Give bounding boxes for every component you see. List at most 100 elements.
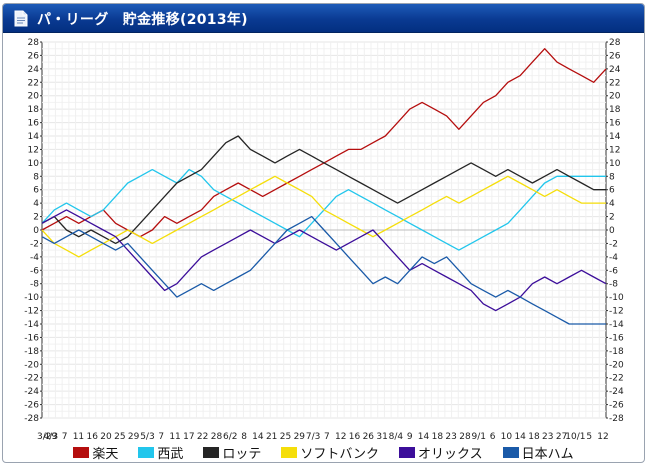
legend-label: 西武 (157, 446, 184, 462)
legend-label: ソフトバンク (300, 446, 380, 462)
y-tick-label-left: -10 (24, 293, 39, 303)
y-tick-label-left: 26 (28, 51, 40, 61)
y-tick-label-right: -20 (609, 360, 624, 370)
y-tick-label-right: -2 (609, 239, 618, 249)
x-tick-label: 10 (501, 432, 513, 442)
y-tick-label-right: 28 (609, 38, 621, 48)
y-tick-label-right: 10 (609, 159, 621, 169)
y-tick-label-left: 4 (33, 199, 39, 209)
y-tick-label-right: 12 (609, 145, 620, 155)
x-tick-label: 4/3 (44, 432, 58, 442)
x-tick-label: 18 (528, 432, 540, 442)
x-tick-label: 25 (114, 432, 125, 442)
y-tick-label-left: -18 (24, 347, 39, 357)
x-tick-label: 18 (432, 432, 444, 442)
x-tick-label: 12 (597, 432, 608, 442)
y-tick-label-right: -16 (609, 333, 624, 343)
x-tick-label: 14 (514, 432, 526, 442)
x-tick-label: 10/1 (565, 432, 585, 442)
y-tick-label-left: -28 (24, 414, 39, 424)
page-title: パ・リーグ 貯金推移(2013年) (37, 12, 248, 28)
x-tick-label: 21 (266, 432, 277, 442)
x-tick-label: 31 (376, 432, 387, 442)
x-tick-label: 28 (459, 432, 471, 442)
legend-swatch (399, 446, 416, 458)
legend-swatch (502, 446, 519, 458)
x-tick-label: 23 (542, 432, 553, 442)
y-tick-label-left: -12 (24, 307, 39, 317)
y-tick-label-left: -20 (24, 360, 39, 370)
y-tick-label-left: -4 (30, 253, 39, 263)
y-tick-label-right: -12 (609, 307, 624, 317)
x-tick-label: 7 (324, 432, 330, 442)
x-tick-label: 26 (363, 432, 375, 442)
y-tick-label-left: 8 (33, 172, 39, 182)
legend: 楽天 西武 ロッテ ソフトバンク オリックス 日本ハム (3, 443, 644, 462)
y-tick-label-left: 10 (28, 159, 40, 169)
legend-swatch (203, 446, 220, 458)
legend-item: 日本ハム (502, 443, 574, 462)
x-tick-label: 9/1 (472, 432, 486, 442)
y-tick-label-right: -14 (609, 320, 624, 330)
series-line-ロッテ (41, 135, 606, 245)
x-tick-label: 9 (407, 432, 413, 442)
y-tick-label-left: -24 (24, 387, 39, 397)
y-tick-label-right: -10 (609, 293, 624, 303)
y-tick-label-right: 18 (609, 105, 621, 115)
y-tick-label-right: 20 (609, 92, 621, 102)
y-tick-label-left: -8 (30, 280, 39, 290)
y-tick-label-left: 12 (28, 145, 39, 155)
y-tick-label-left: 0 (33, 226, 39, 236)
legend-swatch (73, 446, 90, 458)
x-tick-label: 11 (169, 432, 180, 442)
y-tick-label-left: -16 (24, 333, 39, 343)
x-tick-label: 6/2 (223, 432, 237, 442)
legend-item: 楽天 (73, 443, 118, 462)
x-tick-label: 22 (197, 432, 208, 442)
y-tick-label-left: -14 (24, 320, 39, 330)
y-tick-label-right: -26 (609, 401, 624, 411)
y-tick-label-right: 0 (609, 226, 615, 236)
legend-swatch (138, 446, 155, 458)
y-tick-label-left: -26 (24, 401, 39, 411)
y-tick-label-left: -22 (24, 374, 39, 384)
legend-item: ソフトバンク (281, 443, 379, 462)
x-tick-label: 8 (241, 432, 247, 442)
y-tick-label-left: 24 (28, 65, 40, 75)
chart-panel: パ・リーグ 貯金推移(2013年) 28 28 26 26 24 24 22 22 20 20 18… (2, 3, 645, 463)
x-tick-label: 25 (280, 432, 291, 442)
x-tick-label: 28 (211, 432, 223, 442)
y-tick-label-right: 8 (609, 172, 615, 182)
series-line-日本ハム (41, 215, 606, 325)
legend-item: ロッテ (203, 443, 261, 462)
y-tick-label-left: -2 (30, 239, 39, 249)
x-tick-label: 5 (586, 432, 592, 442)
legend-item: 西武 (138, 443, 183, 462)
y-tick-label-left: 6 (33, 186, 39, 196)
grid (41, 41, 607, 419)
x-tick-label: 27 (556, 432, 567, 442)
y-tick-label-left: 16 (28, 119, 40, 129)
y-tick-label-right: 4 (609, 199, 615, 209)
x-tick-label: 17 (183, 432, 194, 442)
y-tick-label-left: 28 (28, 38, 40, 48)
legend-label: 日本ハム (521, 446, 574, 462)
y-tick-label-left: 22 (28, 78, 39, 88)
y-tick-label-left: 2 (33, 213, 39, 223)
x-tick-label: 29 (128, 432, 140, 442)
y-tick-label-right: 22 (609, 78, 620, 88)
x-tick-label: 5/3 (140, 432, 154, 442)
y-tick-label-right: -22 (609, 374, 624, 384)
x-tick-label: 14 (418, 432, 430, 442)
legend-swatch (281, 446, 298, 458)
y-tick-label-right: 16 (609, 119, 621, 129)
y-tick-label-right: -24 (609, 387, 624, 397)
y-tick-label-right: 26 (609, 51, 621, 61)
document-icon (14, 10, 28, 27)
x-tick-label: 16 (349, 432, 361, 442)
y-tick-label-right: -4 (609, 253, 618, 263)
x-tick-label: 7 (158, 432, 164, 442)
y-tick-label-right: 24 (609, 65, 621, 75)
title-bar: パ・リーグ 貯金推移(2013年) (3, 4, 644, 33)
